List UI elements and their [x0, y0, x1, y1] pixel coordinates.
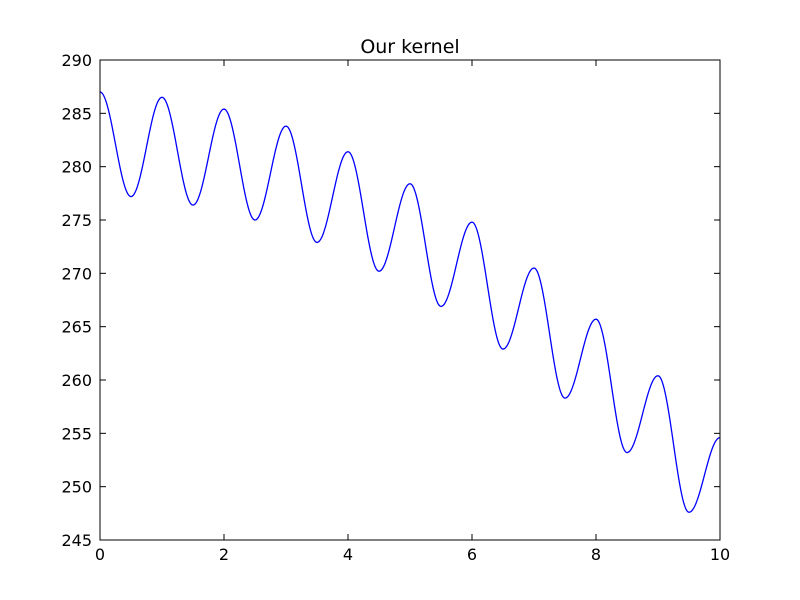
- y-tick-label: 260: [61, 371, 92, 390]
- y-tick-label: 255: [61, 424, 92, 443]
- y-tick-label: 285: [61, 104, 92, 123]
- chart-title: Our kernel: [360, 36, 459, 58]
- axes-frame: [99, 59, 721, 541]
- y-tick-label: 270: [61, 264, 92, 283]
- y-tick-label: 290: [61, 51, 92, 70]
- y-tick-label: 250: [61, 478, 92, 497]
- plot-area: [100, 91, 720, 513]
- x-tick-label: 2: [219, 545, 229, 564]
- series-line-0: [100, 91, 720, 513]
- y-axis: 245 250 255 260 265 270 275 280 285 290: [61, 51, 720, 550]
- y-tick-label: 275: [61, 211, 92, 230]
- x-axis: 0 2 4 6 8 10: [95, 60, 730, 564]
- x-tick-label: 0: [95, 545, 105, 564]
- y-tick-label: 265: [61, 318, 92, 337]
- x-tick-label: 6: [467, 545, 477, 564]
- y-tick-label: 280: [61, 158, 92, 177]
- y-tick-label: 245: [61, 531, 92, 550]
- x-tick-label: 4: [343, 545, 353, 564]
- x-tick-label: 8: [591, 545, 601, 564]
- x-tick-label: 10: [710, 545, 730, 564]
- axes-border: [99, 59, 721, 541]
